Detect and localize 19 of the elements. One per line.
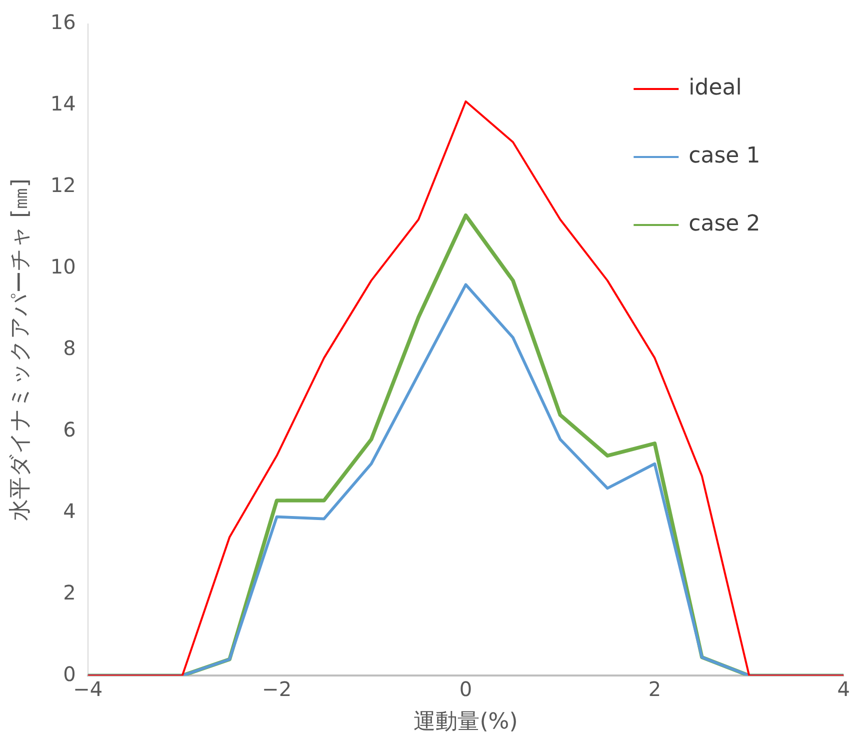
y-tick-label: 0	[63, 662, 76, 686]
y-axis-title: 水平ダイナミックアパーチャ [㎜]	[8, 178, 33, 521]
legend-label: case 1	[688, 144, 760, 169]
x-tick-label: −2	[262, 676, 292, 701]
x-tick-label: 0	[459, 676, 472, 701]
x-axis-title: 運動量(%)	[414, 710, 518, 735]
y-tick-label: 10	[50, 254, 76, 279]
x-tick-label: 2	[648, 676, 662, 701]
x-tick-label: 4	[837, 676, 850, 701]
y-tick-label: 16	[50, 10, 76, 34]
y-tick-label: 2	[63, 580, 76, 604]
y-tick-label: 8	[63, 336, 76, 360]
y-tick-label: 4	[63, 498, 76, 523]
y-tick-label: 12	[50, 173, 76, 198]
y-tick-label: 14	[50, 92, 76, 116]
legend-label: case 2	[688, 212, 760, 237]
x-tick-label: −4	[73, 676, 103, 701]
y-tick-label: 6	[63, 417, 76, 442]
legend-label: ideal	[688, 76, 742, 101]
